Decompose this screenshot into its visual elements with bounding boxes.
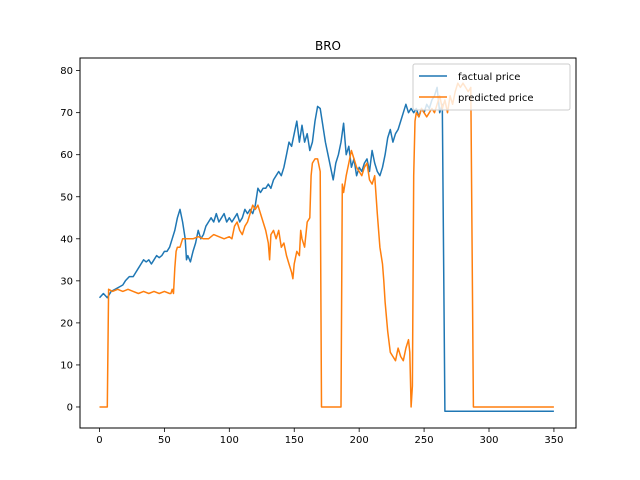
legend-box <box>412 63 571 111</box>
x-axis: 0 50 100 150 200 250 300 350 <box>96 428 563 446</box>
x-tick-label: 200 <box>350 435 369 446</box>
plot-frame <box>79 57 577 429</box>
y-tick-label: 50 <box>60 192 73 203</box>
y-tick-label: 80 <box>60 66 73 77</box>
y-tick-label: 70 <box>60 108 73 119</box>
legend: factual price predicted price <box>412 63 571 111</box>
y-axis: 0 10 20 30 40 50 60 70 80 <box>60 66 80 413</box>
x-tick-label: 100 <box>220 435 239 446</box>
y-tick-label: 40 <box>60 234 73 245</box>
y-tick-label: 60 <box>60 150 73 161</box>
series-line-1 <box>99 82 554 408</box>
y-tick-label: 10 <box>60 360 73 371</box>
x-tick-label: 300 <box>479 435 498 446</box>
plot-area <box>98 82 554 412</box>
y-tick-label: 30 <box>60 276 73 287</box>
x-tick-label: 150 <box>285 435 304 446</box>
series-line-0 <box>98 86 554 412</box>
legend-label-0: factual price <box>458 72 520 83</box>
x-tick-label: 0 <box>96 435 102 446</box>
chart-title: BRO <box>315 39 341 53</box>
x-tick-label: 350 <box>544 435 563 446</box>
y-tick-label: 0 <box>67 402 73 413</box>
legend-label-1: predicted price <box>458 93 534 104</box>
x-tick-label: 50 <box>158 435 171 446</box>
x-tick-label: 250 <box>415 435 434 446</box>
y-tick-label: 20 <box>60 318 73 329</box>
